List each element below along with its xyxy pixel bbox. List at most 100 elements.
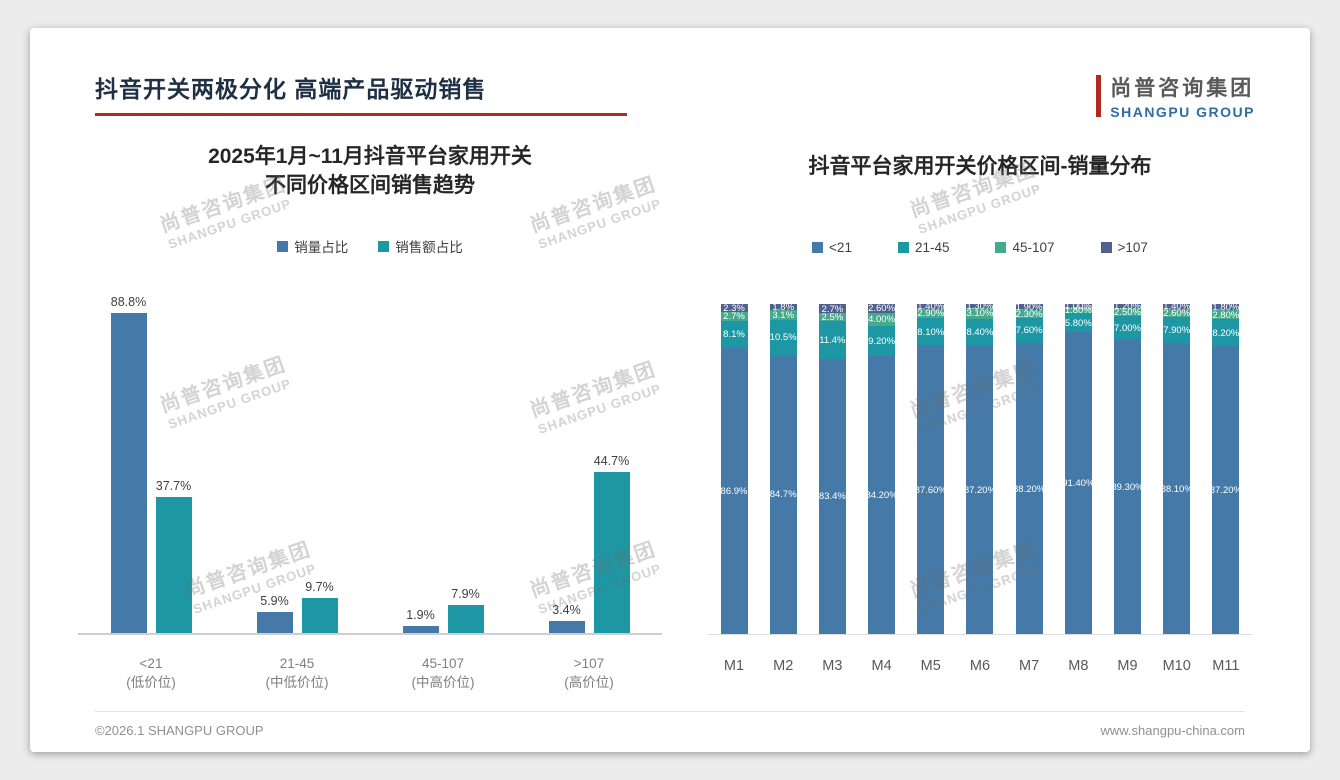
stacked-bar: 83.4% 11.4% 2.5% 2.7% bbox=[818, 304, 846, 634]
segment-value-label: 91.40% bbox=[1062, 478, 1095, 490]
segment-value-label: 88.10% bbox=[1160, 483, 1193, 495]
bar-segment bbox=[1114, 304, 1141, 308]
x-axis-label-line1: 45-107 bbox=[421, 656, 465, 671]
stacked-bar-wrap: 88.20% 7.60% 2.30% 1.90% bbox=[1009, 302, 1049, 634]
legend-swatch-icon bbox=[1100, 242, 1112, 253]
bar-segment bbox=[917, 304, 945, 309]
bar-column: 1.9% bbox=[402, 293, 439, 633]
stacked-bar: 91.40% 5.80% 1.80% 1.00% bbox=[1062, 301, 1094, 634]
x-axis-label: M7 bbox=[1019, 658, 1040, 674]
bar-segment bbox=[1163, 308, 1191, 318]
x-axis-label: M10 bbox=[1162, 658, 1191, 674]
x-axis-label-line1: >107 bbox=[573, 656, 605, 671]
segment-value-label: 3.1% bbox=[772, 309, 795, 321]
bar-segment bbox=[1212, 304, 1240, 310]
legend-item: 45-107 bbox=[995, 240, 1055, 255]
bar-segment bbox=[1212, 346, 1240, 634]
x-axis-label: M8 bbox=[1068, 658, 1089, 674]
charts-area: 2025年1月~11月抖音平台家用开关 不同价格区间销售趋势 销量占比 销售额占比… bbox=[70, 138, 1270, 698]
segment-value-label: 1.00% bbox=[1064, 300, 1092, 312]
x-axis-label: M9 bbox=[1117, 658, 1138, 674]
legend-label: 21-45 bbox=[914, 240, 950, 255]
segment-value-label: 4.00% bbox=[868, 314, 896, 326]
bar-segment bbox=[1114, 307, 1141, 317]
bar-segment bbox=[769, 303, 797, 310]
x-axis-label-line1: 21-45 bbox=[279, 656, 315, 671]
left-chart-plot: 88.8% 37.7% 5.9% 9.7% 1.9% 7.9% 3.4% 44.7% bbox=[78, 295, 662, 635]
segment-value-label: 10.5% bbox=[769, 332, 797, 344]
legend-swatch-icon bbox=[995, 242, 1007, 253]
title-underline bbox=[95, 113, 627, 116]
segment-value-label: 2.80% bbox=[1212, 309, 1240, 321]
stacked-bar-wrap: 84.7% 10.5% 3.1% 1.8% bbox=[763, 302, 803, 634]
x-axis-label: M1 bbox=[723, 658, 745, 674]
stacked-bar: 84.20% 9.20% 4.00% 2.60% bbox=[865, 303, 898, 634]
left-chart-title-line1: 2025年1月~11月抖音平台家用开关 bbox=[208, 145, 532, 168]
segment-value-label: 5.80% bbox=[1064, 317, 1092, 329]
bar-segment bbox=[917, 318, 945, 345]
bar-value-label: 5.9% bbox=[260, 593, 289, 608]
x-axis-label: M5 bbox=[920, 658, 941, 674]
x-axis-label-line2: (中低价位) bbox=[265, 675, 329, 690]
left-chart-x-axis: <21 (低价位) 21-45 (中低价位) 45-107 (中高价位) >107 (高价位) bbox=[78, 654, 662, 692]
segment-value-label: 87.20% bbox=[1209, 485, 1242, 497]
segment-value-label: 1.30% bbox=[966, 301, 994, 313]
bar-segment bbox=[1163, 343, 1191, 634]
bar bbox=[447, 604, 484, 633]
segment-value-label: 2.3% bbox=[723, 302, 745, 314]
bar-segment bbox=[868, 312, 896, 326]
bar bbox=[301, 598, 338, 633]
bar-segment bbox=[720, 304, 748, 312]
segment-value-label: 2.30% bbox=[1015, 309, 1043, 321]
bar-segment bbox=[818, 321, 846, 359]
segment-value-label: 87.60% bbox=[914, 484, 947, 496]
segment-value-label: 86.9% bbox=[720, 485, 748, 497]
bar-segment bbox=[1064, 332, 1092, 634]
legend-item: >107 bbox=[1100, 240, 1148, 255]
segment-value-label: 11.4% bbox=[819, 335, 846, 346]
legend-swatch-icon bbox=[812, 242, 824, 253]
bar-segment bbox=[917, 344, 945, 634]
bar-group: 1.9% 7.9% bbox=[382, 293, 504, 633]
bar-segment bbox=[868, 304, 896, 313]
bar-column: 7.9% bbox=[447, 293, 484, 633]
logo-cn: 尚普咨询集团 bbox=[1110, 77, 1255, 100]
x-axis-label-line2: (高价位) bbox=[564, 675, 614, 690]
stacked-bar-wrap: 84.20% 9.20% 4.00% 2.60% bbox=[862, 303, 902, 634]
x-axis-label: M11 bbox=[1212, 658, 1240, 674]
bar-value-label: 7.9% bbox=[451, 586, 480, 601]
bar-segment bbox=[1064, 307, 1092, 314]
x-axis-label: 45-107 (中高价位) bbox=[382, 654, 504, 692]
stacked-bar-wrap: 88.10% 7.90% 2.60% 1.40% bbox=[1157, 301, 1197, 634]
bar bbox=[256, 611, 293, 633]
segment-value-label: 87.20% bbox=[963, 485, 997, 497]
legend-swatch-icon bbox=[897, 242, 909, 253]
bar-column: 44.7% bbox=[593, 293, 630, 633]
bar-segment bbox=[769, 309, 797, 320]
stacked-bar-wrap: 86.9% 8.1% 2.7% 2.3% bbox=[714, 303, 754, 634]
grouped-bar-chart: 2025年1月~11月抖音平台家用开关 不同价格区间销售趋势 销量占比 销售额占比… bbox=[70, 138, 670, 698]
stacked-bar-wrap: 87.60% 8.10% 2.90% 1.40% bbox=[911, 301, 951, 634]
legend-item: 21-45 bbox=[897, 240, 950, 255]
bar-column: 5.9% bbox=[256, 293, 293, 633]
legend-item: 销量占比 bbox=[277, 236, 348, 256]
segment-value-label: 84.20% bbox=[865, 490, 898, 502]
segment-value-label: 3.10% bbox=[966, 308, 994, 320]
bar-segment bbox=[1015, 342, 1043, 634]
stacked-bar: 87.20% 8.20% 2.80% 1.80% bbox=[1210, 302, 1242, 634]
logo-text: 尚普咨询集团 SHANGPU GROUP bbox=[1110, 72, 1255, 120]
stacked-bar: 86.9% 8.1% 2.7% 2.3% bbox=[720, 303, 748, 634]
right-chart-x-axis: M1 M2 M3 M4 M5 M6 M7 M8 M9 M10 M11 bbox=[708, 658, 1252, 674]
segment-value-label: 1.90% bbox=[1015, 302, 1043, 314]
slide-header: 抖音开关两极分化 高端产品驱动销售 尚普咨询集团 SHANGPU GROUP bbox=[95, 70, 1255, 140]
segment-value-label: 7.90% bbox=[1163, 325, 1191, 337]
bar-segment bbox=[966, 318, 994, 347]
stacked-bar-wrap: 87.20% 8.20% 2.80% 1.80% bbox=[1206, 302, 1246, 634]
bar-segment bbox=[868, 356, 896, 634]
legend-label: >107 bbox=[1117, 240, 1148, 255]
bar-segment bbox=[1064, 313, 1092, 333]
stacked-bar-wrap: 89.30% 7.00% 2.50% 1.20% bbox=[1108, 301, 1148, 634]
bar-segment bbox=[1015, 304, 1043, 311]
segment-value-label: 9.20% bbox=[868, 336, 896, 347]
right-chart-title: 抖音平台家用开关价格区间-销量分布 bbox=[808, 155, 1152, 178]
